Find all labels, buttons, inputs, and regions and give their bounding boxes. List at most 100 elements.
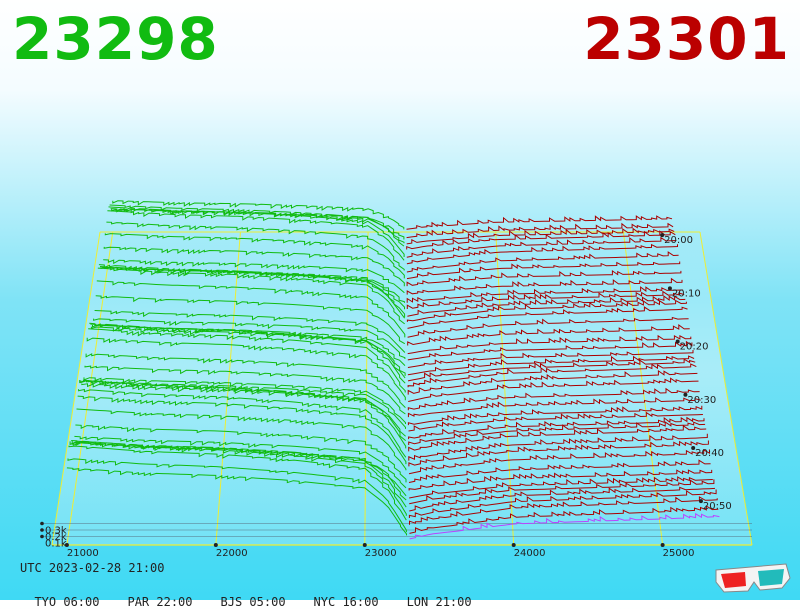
time-tick: [660, 233, 665, 238]
time-tick-label: 20:10: [672, 288, 701, 299]
ask-depth-line: [407, 355, 695, 376]
volume-tick: [40, 534, 44, 539]
bid-depth-line: [79, 379, 407, 449]
ask-depth-line: [407, 316, 689, 338]
clock-par: PAR 22:00: [127, 595, 193, 609]
bid-depth-line: [74, 435, 407, 489]
ask-depth-line: [407, 369, 698, 395]
ask-depth-line: [407, 340, 693, 361]
ask-depth-line: [409, 486, 716, 512]
time-tick: [675, 339, 680, 344]
bid-depth-line: [99, 266, 406, 318]
price-tick: [511, 543, 516, 547]
bid-depth-line: [96, 280, 406, 338]
price-gridline: [622, 231, 664, 546]
clock-bjs: BJS 05:00: [220, 595, 286, 609]
bid-depth-line: [103, 246, 405, 287]
chart-floor: [52, 232, 752, 545]
ask-depth-line: [407, 350, 694, 368]
world-clocks: TYO 06:00 PAR 22:00 BJS 05:00 NYC 16:00 LON …: [20, 581, 500, 609]
bid-depth-line: [86, 337, 406, 401]
ask-depth-line: [406, 215, 673, 230]
bid-depth-line: [68, 445, 407, 521]
bid-depth-line: [89, 322, 406, 384]
ask-depth-line: [408, 449, 710, 475]
ask-depth-line: [406, 299, 687, 322]
ask-depth-line: [406, 290, 685, 309]
ask-depth-line: [407, 363, 697, 388]
ask-depth-line: [408, 411, 703, 432]
bid-depth-line: [109, 204, 405, 247]
bid-depth-line: [83, 377, 406, 424]
time-tick-label: 20:40: [695, 448, 724, 459]
time-tick-label: 20:50: [703, 501, 732, 512]
ask-depth-line: [406, 222, 674, 239]
bid-depth-line: [104, 233, 405, 279]
ask-price: 23301: [583, 5, 790, 73]
bid-price: 23298: [12, 5, 219, 73]
volume-label: 0.2k: [45, 532, 67, 543]
ask-depth-line: [407, 295, 686, 317]
ask-depth-line: [409, 496, 718, 525]
ask-depth-line: [406, 227, 675, 245]
price-tick-label: 24000: [514, 548, 546, 559]
price-gridline: [364, 231, 369, 546]
bid-depth-line: [95, 295, 406, 345]
depth-surface: [66, 200, 720, 540]
bid-depth-line: [78, 388, 407, 458]
bid-depth-line: [107, 210, 405, 261]
clock-lon: LON 21:00: [406, 595, 472, 609]
ask-depth-line: [408, 416, 705, 440]
ask-depth-line: [406, 230, 676, 250]
bid-depth-line: [66, 467, 407, 536]
ask-depth-line: [407, 405, 703, 426]
bid-depth-line: [88, 328, 406, 393]
ask-depth-line: [406, 286, 684, 303]
ask-depth-line: [409, 505, 719, 534]
bid-depth-line: [85, 353, 406, 408]
ask-depth-line: [406, 277, 683, 295]
bid-depth-line: [84, 365, 406, 415]
left-axis-line: [51, 231, 101, 546]
ask-depth-line: [408, 489, 717, 518]
ask-depth-line: [407, 324, 690, 346]
utc-time: UTC 2023-02-28 21:00: [20, 561, 165, 575]
bid-depth-line: [108, 206, 405, 257]
time-tick: [683, 392, 688, 397]
ask-depth-line: [407, 306, 688, 329]
price-tick: [64, 543, 69, 547]
volume-tick: [40, 528, 44, 532]
3d-glasses-icon[interactable]: [712, 560, 794, 594]
price-tick-label: 21000: [67, 548, 99, 559]
clock-tyo: TYO 06:00: [34, 595, 100, 609]
time-tick-label: 20:30: [687, 395, 716, 406]
volume-label: 0.3k: [45, 526, 67, 537]
time-tick-label: 20:00: [664, 235, 693, 246]
ask-depth-line: [406, 269, 682, 287]
price-gridline: [495, 231, 515, 546]
price-gridline: [66, 231, 114, 546]
clock-nyc: NYC 16:00: [313, 595, 379, 609]
ask-depth-line: [408, 459, 711, 483]
ask-depth-line: [408, 424, 707, 452]
price-tick-label: 25000: [663, 548, 695, 559]
ask-depth-line: [408, 469, 713, 491]
ask-depth-line: [407, 397, 701, 418]
bid-depth-line: [97, 267, 406, 325]
ask-depth-line: [409, 476, 713, 499]
ask-depth-line: [406, 261, 681, 280]
right-axis-line: [699, 231, 753, 546]
bid-depth-line: [103, 259, 405, 294]
bid-depth-line: [75, 424, 407, 483]
ask-depth-line: [407, 358, 696, 382]
price-tick-label: 22000: [216, 548, 248, 559]
ask-depth-line: [406, 251, 679, 273]
ask-depth-line: [408, 440, 709, 467]
bid-depth-line: [67, 458, 407, 533]
time-tick-label: 20:20: [680, 342, 709, 353]
bid-depth-line: [106, 221, 405, 271]
ask-depth-line: [406, 243, 678, 265]
price-tick: [660, 543, 665, 547]
